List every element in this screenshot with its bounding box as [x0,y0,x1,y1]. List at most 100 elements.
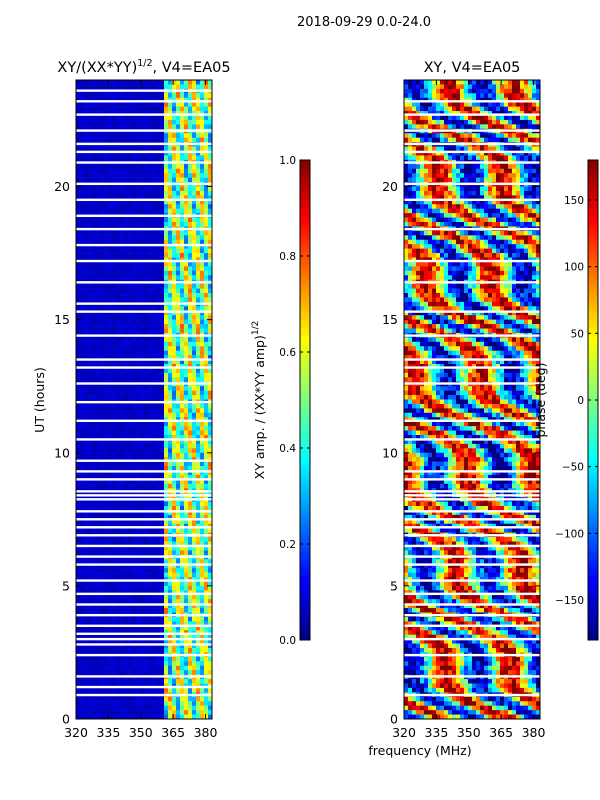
flagged-row [404,142,540,146]
phase-colorbar-label: phase (deg) [533,362,548,437]
flagged-row [76,498,212,501]
colorbar-tick-label: 50 [571,328,584,340]
x-tick-label: 320 [64,725,88,740]
flagged-row [76,544,212,548]
flagged-row [404,438,540,441]
flagged-row [404,592,540,596]
x-tick-label: 350 [129,725,153,740]
y-tick-label: 15 [382,312,398,327]
flagged-row [404,259,540,263]
right-axes-frame [403,79,541,720]
flagged-row [404,613,540,617]
flagged-row [404,498,540,501]
flagged-row [76,419,212,422]
flagged-row [404,624,540,628]
flagged-row [76,624,212,628]
flagged-row [76,182,212,186]
flagged-row [76,459,212,462]
phase-colorbar [588,160,598,641]
flagged-row [76,142,212,146]
flagged-row [404,100,540,103]
x-tick-label: 365 [489,725,513,740]
amplitude-colorbar [300,160,310,641]
flagged-row [76,358,212,361]
flagged-row [404,555,540,558]
colorbar-tick-label: −100 [555,528,584,540]
y-tick-label: 10 [382,445,398,460]
flagged-row [76,685,212,689]
right-panel-title: XY, V4=EA05 [424,60,521,76]
colorbar-tick-label: 0.8 [279,251,296,263]
y-tick-label: 5 [390,578,398,593]
colorbar-tick-label: 0.4 [279,443,296,455]
flagged-row [404,603,540,606]
colorbar-tick-label: 0.2 [279,539,296,551]
y-tick-label: 10 [54,445,70,460]
flagged-row [76,259,212,263]
flagged-row [76,653,212,657]
y-tick-label: 5 [62,578,70,593]
amplitude-colorbar-ticks: 0.0 0.2 0.4 0.6 0.8 1.0 [279,155,310,647]
flagged-row [76,150,212,154]
flagged-row [404,113,540,116]
flagged-row [404,366,540,369]
colorbar-tick-label: 1.0 [279,155,296,167]
amplitude-colorbar-label: XY amp. / (XX*YY amp)1/2 [251,321,267,480]
x-tick-label: 380 [522,725,546,740]
flagged-row [76,675,212,678]
flagged-row [404,310,540,313]
flagged-row [76,534,212,537]
flagged-row [404,198,540,202]
flagged-row [76,592,212,596]
flagged-row [404,470,540,473]
flagged-row [76,637,212,641]
flagged-row [76,366,212,369]
flagged-row [76,227,212,231]
flagged-row [76,214,212,217]
y-tick-label: 15 [54,312,70,327]
figure-suptitle: 2018-09-29 0.0-24.0 [297,15,431,30]
colorbar-tick-label: 100 [564,262,584,274]
flagged-row [404,334,540,337]
flagged-row [76,89,212,92]
flagged-row [404,526,540,529]
colorbar-tick-label: 0 [577,395,584,407]
flagged-row [404,693,540,697]
colorbar-tick-label: 0.6 [279,347,296,359]
flagged-row [76,643,212,646]
flagged-row [76,302,212,305]
colorbar-tick-label: −150 [555,595,584,607]
left-panel-title: XY/(XX*YY)1/2, V4=EA05 [57,58,230,76]
flagged-row [404,382,540,385]
flagged-row [76,510,212,513]
phase-heatmap [404,80,541,720]
flagged-row [76,281,212,284]
flagged-row [76,603,212,606]
flagged-row [404,358,540,361]
flagged-row [76,563,212,566]
y-tick-label: 20 [54,179,70,194]
flagged-row [76,470,212,473]
flagged-row [404,182,540,186]
flagged-row [76,129,212,132]
amplitude-colorbar-frame [299,159,311,641]
x-tick-label: 335 [96,725,120,740]
left-axis-ticks: 320 335 350 365 380 0 5 10 15 20 [54,80,217,740]
y-tick-label: 0 [390,712,398,727]
flagged-row [404,579,540,582]
y-tick-label: 0 [62,712,70,727]
amplitude-heatmap [76,80,213,720]
flagged-row [404,653,540,657]
flagged-row [404,478,540,481]
flagged-row [76,438,212,441]
flagged-row [76,113,212,116]
flagged-row [76,494,212,497]
colorbar-tick-label: 150 [564,195,584,207]
flagged-row [404,227,540,231]
flagged-row [76,632,212,635]
flagged-row [76,400,212,404]
flagged-row [76,490,212,493]
flagged-row [404,510,540,513]
flagged-row [404,518,540,521]
